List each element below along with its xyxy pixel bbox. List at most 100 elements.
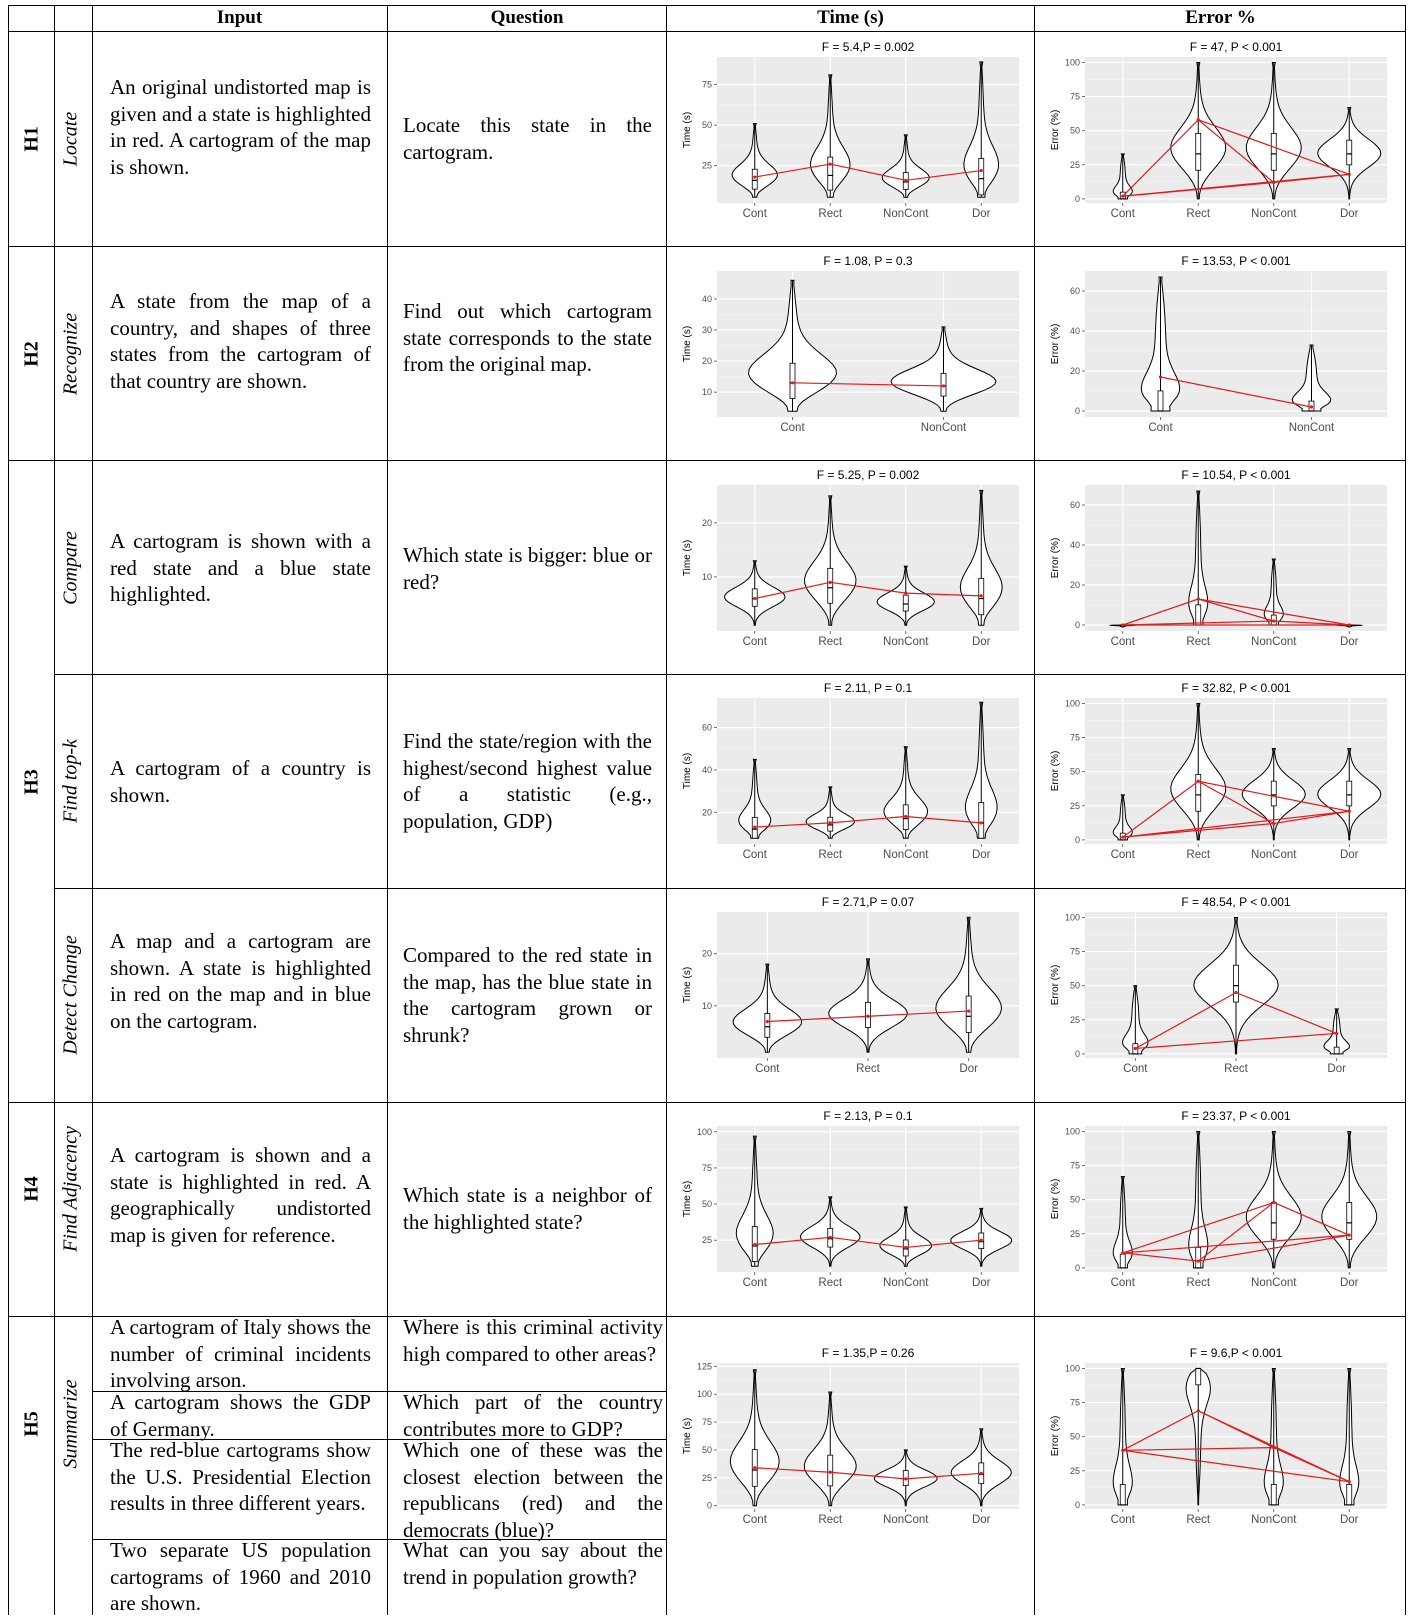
box <box>751 168 758 190</box>
y-tick-label: 60 <box>702 723 712 733</box>
y-tick-label: 75 <box>1070 92 1080 102</box>
y-tick-label: 25 <box>1070 801 1080 811</box>
mean-point <box>1196 118 1200 122</box>
y-tick-label: 40 <box>702 294 712 304</box>
error-violin-plot: 0 25 50 75 100 F = 48.54, P < 0.001 Error (%) C… <box>1045 894 1395 1082</box>
mean-connector <box>1135 1032 1337 1050</box>
box <box>1195 133 1202 171</box>
mean-connector <box>1273 620 1350 626</box>
time-violin-plot: 10 20 30 40 F = 1.08, P = 0.3 Time (s) Cont Non… <box>677 253 1027 441</box>
chart-title: F = 9.6,P < 0.001 <box>1190 1346 1283 1360</box>
category-label: NonCont <box>1251 1277 1297 1289</box>
y-tick-label: 50 <box>1070 1432 1080 1442</box>
mean-point <box>1335 1031 1339 1036</box>
mean-point <box>1121 623 1125 627</box>
mean-connector <box>1135 991 1237 1049</box>
category-label: NonCont <box>883 636 929 648</box>
table-rule <box>8 460 1406 461</box>
time-violin-plot: 20 40 60 F = 2.11, P = 0.1 Time (s) Cont Rect N… <box>677 680 1027 868</box>
chart-title: F = 1.08, P = 0.3 <box>823 254 913 268</box>
y-tick-label: 20 <box>702 356 712 366</box>
plot-panel <box>1085 271 1387 417</box>
category-label: NonCont <box>883 1277 929 1289</box>
category-label: Dor <box>972 1277 991 1289</box>
violin-chart-svg: 25 50 75 100 F = 2.13, P = 0.1 Time (s) Cont Re… <box>682 1109 1019 1289</box>
mean-connector <box>905 815 982 824</box>
mean-connector <box>830 581 906 594</box>
category-label: Rect <box>818 1277 842 1289</box>
chart-title: F = 5.25, P = 0.002 <box>817 468 920 482</box>
table-rule <box>93 1391 666 1392</box>
input-cell: A cartogram is shown and a state is high… <box>110 1143 371 1247</box>
table-rule <box>54 5 55 1615</box>
box <box>1157 390 1164 412</box>
error-violin-plot: 0 20 40 60 F = 10.54, P < 0.001 Error (%) Cont… <box>1045 467 1395 655</box>
mean-connector <box>1197 780 1275 825</box>
mean-connector <box>767 1015 869 1023</box>
violin-chart-svg: 10 20 F = 5.25, P = 0.002 Time (s) Cont Rect N… <box>682 468 1019 648</box>
chart-title: F = 10.54, P < 0.001 <box>1181 468 1291 482</box>
mean-point <box>1272 180 1276 185</box>
y-tick-label: 20 <box>702 518 712 528</box>
y-tick-label: 0 <box>1075 1500 1080 1510</box>
y-tick-label: 20 <box>1070 580 1080 590</box>
error-violin-plot: 0 25 50 75 100 F = 23.37, P < 0.001 Error (%) C… <box>1045 1108 1395 1296</box>
box <box>827 567 834 604</box>
chart-title: F = 23.37, P < 0.001 <box>1181 1109 1291 1123</box>
header-question: Question <box>490 7 564 28</box>
table-rule <box>54 674 1406 675</box>
category-label: Cont <box>1123 1063 1148 1075</box>
hypothesis-label: H2 <box>20 341 43 367</box>
y-tick-label: 50 <box>702 1199 712 1209</box>
category-label: Rect <box>818 1514 842 1526</box>
table-rule <box>1034 5 1035 1615</box>
mean-connector <box>754 1236 831 1246</box>
y-axis-label: Time (s) <box>682 1418 693 1454</box>
mean-point <box>753 596 757 601</box>
violin-chart-svg: 10 20 F = 2.71,P = 0.07 Time (s) Cont Rect Dor <box>682 895 1019 1075</box>
mean-point <box>828 821 832 825</box>
mean-connector <box>1273 173 1350 184</box>
mean-connector <box>905 169 982 181</box>
table-rule <box>8 1316 1406 1317</box>
y-tick-label: 0 <box>1075 406 1080 416</box>
mean-point <box>1347 1233 1351 1237</box>
mean-connector <box>1122 620 1274 626</box>
y-axis-label: Time (s) <box>682 967 693 1003</box>
box <box>1195 1247 1202 1269</box>
error-violin-plot: 0 25 50 75 100 F = 32.82, P < 0.001 Error (%) C… <box>1045 680 1395 868</box>
y-tick-label: 75 <box>702 1163 712 1173</box>
violin-chart-svg: 0 25 50 75 100 F = 23.37, P < 0.001 Error (%) C… <box>1050 1109 1387 1289</box>
chart-title: F = 2.11, P = 0.1 <box>824 681 913 695</box>
category-label: Dor <box>1327 1063 1346 1075</box>
y-tick-label: 40 <box>702 765 712 775</box>
mean-connector <box>830 1471 906 1480</box>
category-label: NonCont <box>1251 208 1297 220</box>
y-tick-label: 40 <box>1070 540 1080 550</box>
category-label: NonCont <box>883 208 929 220</box>
mean-point <box>828 1470 832 1474</box>
plot-panel <box>1085 57 1387 203</box>
mean-point <box>979 168 983 173</box>
y-tick-label: 25 <box>702 1235 712 1245</box>
category-label: Rect <box>1186 1277 1210 1289</box>
y-axis-label: Error (%) <box>1050 110 1061 151</box>
y-axis-label: Time (s) <box>682 326 693 362</box>
category-label: Cont <box>1111 208 1136 220</box>
question-cell: Find the state/region with the highest/s… <box>403 729 652 833</box>
y-tick-label: 25 <box>1070 1015 1080 1025</box>
category-label: Cont <box>743 1514 768 1526</box>
plot-panel <box>1085 485 1387 631</box>
box <box>789 362 796 399</box>
error-violin-plot: 0 25 50 75 100 F = 9.6,P < 0.001 Error (%) Cont… <box>1045 1345 1395 1533</box>
mean-point <box>1234 990 1238 995</box>
mean-connector <box>1198 598 1274 622</box>
header-time: Time (s) <box>817 7 884 28</box>
category-label: NonCont <box>1251 636 1297 648</box>
mean-point <box>979 821 983 825</box>
mean-point <box>1309 405 1314 409</box>
mean-point <box>979 1238 983 1242</box>
mean-connector <box>1198 1234 1350 1262</box>
question-cell: Where is this criminal activity high com… <box>403 1315 663 1366</box>
table-rule <box>666 5 667 1615</box>
